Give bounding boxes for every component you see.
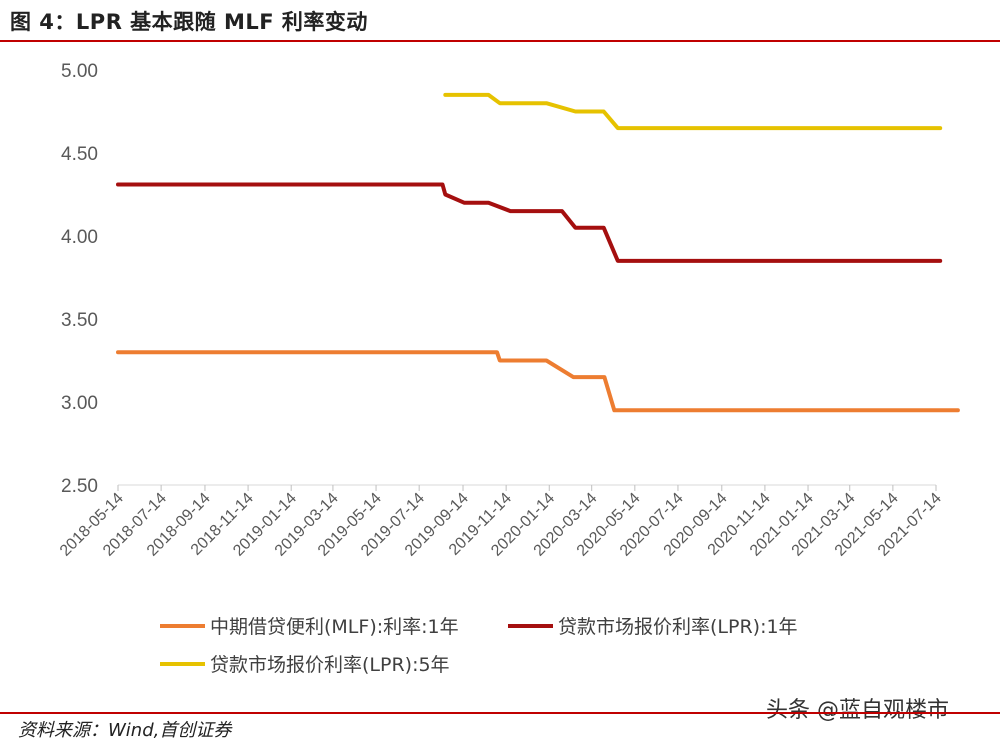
top-divider — [0, 40, 1000, 42]
chart-title: 图 4：LPR 基本跟随 MLF 利率变动 — [10, 10, 368, 34]
y-tick-label: 3.50 — [61, 310, 98, 331]
source-note: 资料来源：Wind,首创证券 — [18, 720, 232, 741]
legend-label-1: 中期借贷便利(MLF):利率:1年 — [210, 616, 459, 638]
y-tick-label: 4.00 — [61, 227, 98, 248]
legend-label-3: 贷款市场报价利率(LPR):5年 — [210, 654, 450, 676]
watermark: 头条 @蓝自观楼市 — [766, 698, 949, 723]
series-line-3 — [443, 92, 943, 131]
series-line-2 — [116, 182, 943, 263]
series-line-1 — [116, 350, 960, 413]
bottom-divider — [0, 712, 1000, 714]
y-tick-label: 4.50 — [61, 144, 98, 165]
y-tick-label: 5.00 — [61, 61, 98, 82]
y-tick-label: 3.00 — [61, 393, 98, 414]
legend-label-2: 贷款市场报价利率(LPR):1年 — [558, 616, 798, 638]
y-tick-label: 2.50 — [61, 476, 98, 497]
